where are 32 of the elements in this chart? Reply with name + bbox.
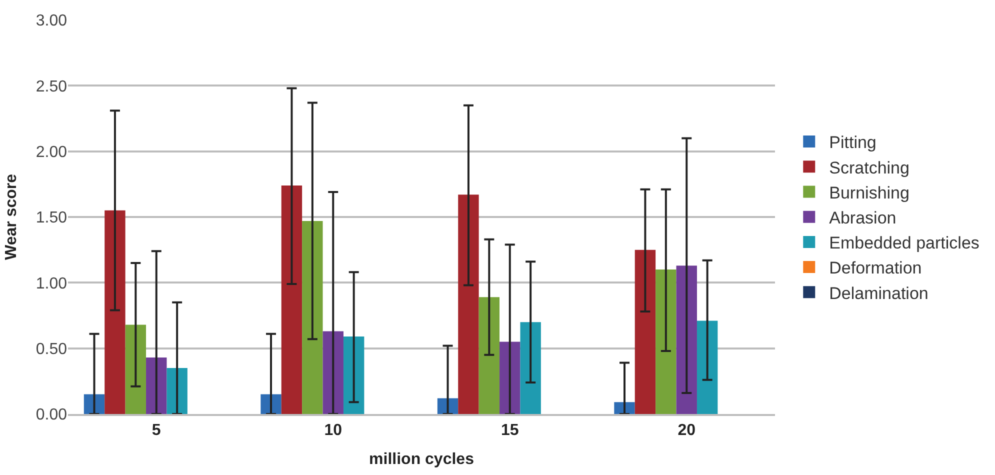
legend-label: Embedded particles (829, 234, 980, 253)
bar (302, 220, 323, 414)
y-tick-label: 1.00 (36, 275, 68, 292)
y-tick-label: 3.00 (36, 12, 68, 30)
y-tick-label: 1.50 (36, 210, 68, 227)
bar (478, 297, 500, 414)
bar (634, 250, 656, 414)
x-tick-label: 10 (324, 422, 342, 439)
bar (343, 336, 364, 414)
bar (458, 194, 479, 414)
legend-label: Burnishing (829, 183, 910, 202)
legend-label: Scratching (829, 158, 910, 178)
legend-label: Deformation (829, 258, 922, 278)
x-tick-label: 15 (500, 422, 519, 439)
legend-label: Pitting (829, 133, 876, 152)
x-axis-title: million cycles (369, 451, 474, 468)
legend-label: Delamination (829, 284, 928, 303)
y-tick-label: 0.50 (36, 340, 68, 358)
y-tick-label: 0.00 (36, 406, 68, 424)
y-tick-label: 2.00 (36, 144, 68, 161)
bar (281, 185, 302, 414)
bar (104, 210, 126, 414)
y-tick-label: 2.50 (36, 78, 68, 96)
bar (125, 324, 146, 414)
bar (696, 320, 718, 414)
x-tick-label: 5 (152, 422, 161, 439)
x-tick-label: 20 (678, 422, 696, 439)
legend-label: Abrasion (829, 208, 896, 228)
bar (656, 270, 676, 414)
bar (676, 266, 697, 414)
bar (520, 322, 541, 414)
y-axis-title: Wear score (2, 174, 20, 260)
